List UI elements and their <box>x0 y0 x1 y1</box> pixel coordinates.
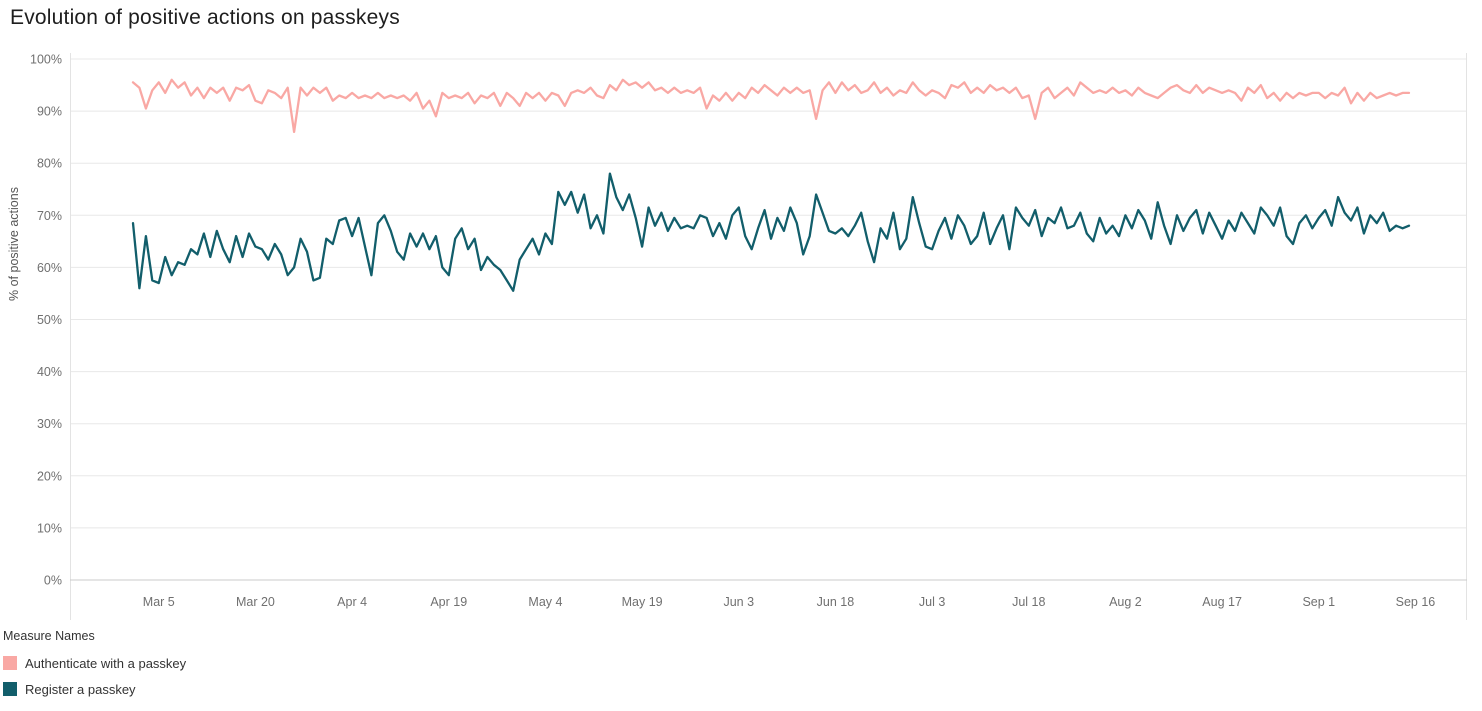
y-tick-label: 60% <box>37 261 62 275</box>
y-tick-label: 20% <box>37 469 62 483</box>
y-tick-label: 0% <box>44 574 62 588</box>
x-tick-label: Jun 3 <box>723 595 754 609</box>
chart-title: Evolution of positive actions on passkey… <box>10 6 400 29</box>
y-tick-label: 80% <box>37 157 62 171</box>
x-tick-label: Apr 19 <box>430 595 467 609</box>
legend-swatch-register <box>3 682 17 696</box>
y-tick-label: 10% <box>37 521 62 535</box>
legend: Measure Names Authenticate with a passke… <box>3 629 186 702</box>
legend-item-register[interactable]: Register a passkey <box>3 676 186 702</box>
x-tick-label: Apr 4 <box>337 595 367 609</box>
series-line-register[interactable] <box>131 172 1411 292</box>
y-tick-label: 70% <box>37 209 62 223</box>
x-tick-label: Mar 20 <box>236 595 275 609</box>
legend-label-authenticate: Authenticate with a passkey <box>25 655 187 671</box>
y-tick-label: 30% <box>37 417 62 431</box>
legend-swatch-authenticate <box>3 656 17 670</box>
x-tick-label: May 4 <box>528 595 562 609</box>
legend-item-authenticate[interactable]: Authenticate with a passkey <box>3 650 186 676</box>
legend-title: Measure Names <box>3 629 95 643</box>
y-tick-label: 90% <box>37 105 62 119</box>
series-line-authenticate[interactable] <box>131 78 1411 134</box>
y-tick-label: 100% <box>30 53 62 67</box>
y-tick-label: 40% <box>37 365 62 379</box>
legend-label-register: Register a passkey <box>25 681 136 697</box>
x-tick-label: May 19 <box>622 595 663 609</box>
x-tick-label: Jul 18 <box>1012 595 1045 609</box>
x-tick-label: Sep 1 <box>1302 595 1335 609</box>
x-tick-label: Sep 16 <box>1396 595 1436 609</box>
x-tick-label: Aug 17 <box>1202 595 1242 609</box>
line-chart: 0% 10% 20% 30% 40% 50% 60% 70% 80% 90% 100% Mar 5 Ma… <box>30 53 1467 620</box>
x-tick-label: Jun 18 <box>817 595 855 609</box>
x-tick-label: Mar 5 <box>143 595 175 609</box>
x-tick-label: Jul 3 <box>919 595 945 609</box>
y-tick-label: 50% <box>37 313 62 327</box>
x-tick-label: Aug 2 <box>1109 595 1142 609</box>
